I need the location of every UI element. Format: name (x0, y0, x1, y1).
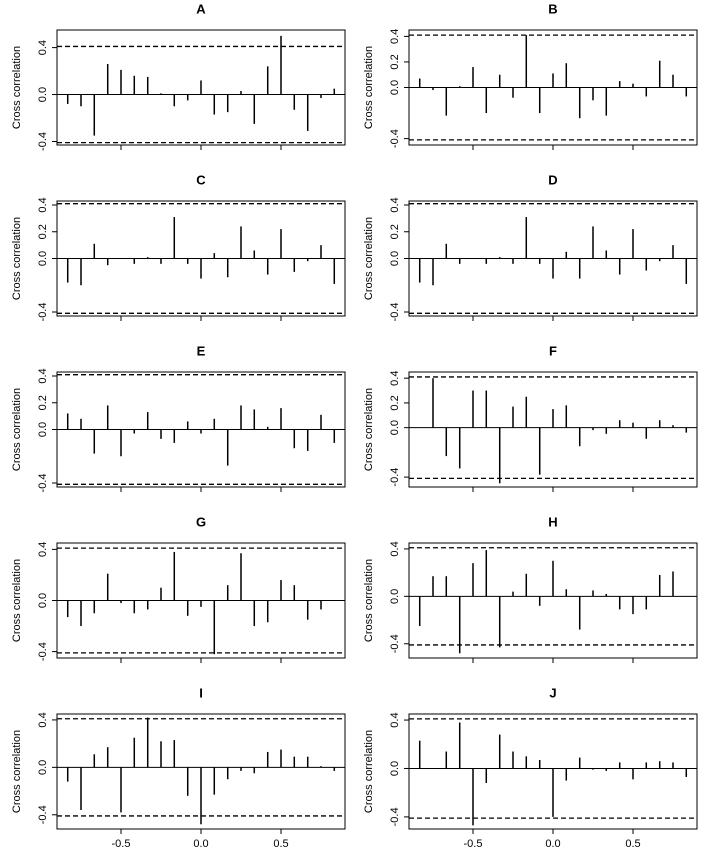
y-tick-label: 0.4 (389, 197, 401, 212)
y-tick-label: 0.4 (37, 712, 49, 727)
y-axis-label: Cross correlation (363, 730, 375, 813)
y-axis-label: Cross correlation (363, 559, 375, 642)
x-tick-label: 0.5 (273, 838, 288, 850)
y-tick-label: -0.4 (37, 805, 49, 824)
panel-title: E (197, 343, 206, 358)
y-axis-label: Cross correlation (363, 217, 375, 300)
y-axis-label: Cross correlation (11, 730, 23, 813)
panel-title: F (549, 343, 557, 358)
y-tick-label: -0.4 (389, 129, 401, 148)
y-tick-label: 0.0 (37, 760, 49, 775)
y-tick-label: 0.2 (389, 54, 401, 69)
y-tick-label: 0.0 (37, 251, 49, 266)
y-tick-label: 0.0 (37, 593, 49, 608)
x-tick-label: -0.5 (112, 838, 131, 850)
panel-title: J (549, 685, 556, 700)
y-axis-label: Cross correlation (363, 46, 375, 129)
y-tick-label: 0.0 (389, 589, 401, 604)
x-tick-label: 0.5 (625, 838, 640, 850)
y-tick-label: 0.2 (389, 395, 401, 410)
y-axis-label: Cross correlation (363, 388, 375, 471)
panel-title: C (196, 172, 206, 187)
panel-title: D (548, 172, 557, 187)
y-tick-label: 0.4 (37, 40, 49, 55)
y-tick-label: 0.2 (37, 224, 49, 239)
y-tick-label: 0.0 (389, 251, 401, 266)
y-tick-label: 0.4 (389, 29, 401, 44)
y-tick-label: 0.0 (389, 761, 401, 776)
y-tick-label: -0.4 (37, 474, 49, 493)
y-tick-label: 0.4 (389, 541, 401, 556)
y-tick-label: 0.2 (37, 395, 49, 410)
y-axis-label: Cross correlation (11, 388, 23, 471)
y-tick-label: 0.2 (389, 224, 401, 239)
panel-title: H (548, 514, 557, 529)
panel-title: G (196, 514, 206, 529)
y-tick-label: -0.4 (389, 634, 401, 653)
y-axis-label: Cross correlation (11, 559, 23, 642)
plot-frame (408, 371, 698, 488)
y-tick-label: 0.4 (389, 371, 401, 386)
y-tick-label: 0.4 (389, 712, 401, 727)
x-tick-label: -0.5 (464, 838, 483, 850)
y-tick-label: 0.0 (37, 87, 49, 102)
plot-frame (408, 542, 698, 659)
x-tick-label: 0.0 (193, 838, 208, 850)
panel-title: I (199, 685, 203, 700)
y-tick-label: -0.4 (37, 132, 49, 151)
y-tick-label: -0.4 (389, 468, 401, 487)
y-axis-label: Cross correlation (11, 217, 23, 300)
y-axis-label: Cross correlation (11, 46, 23, 129)
y-tick-label: 0.4 (37, 542, 49, 557)
y-tick-label: 0.0 (389, 420, 401, 435)
y-tick-label: 0.0 (389, 80, 401, 95)
y-tick-label: -0.4 (37, 303, 49, 322)
y-tick-label: 0.4 (37, 368, 49, 383)
y-tick-label: -0.4 (37, 642, 49, 661)
y-tick-label: -0.4 (389, 807, 401, 826)
panel-title: A (196, 1, 206, 16)
x-tick-label: 0.0 (545, 838, 560, 850)
panel-title: B (548, 1, 557, 16)
y-tick-label: 0.4 (37, 197, 49, 212)
y-tick-label: 0.0 (37, 422, 49, 437)
y-tick-label: -0.4 (389, 303, 401, 322)
